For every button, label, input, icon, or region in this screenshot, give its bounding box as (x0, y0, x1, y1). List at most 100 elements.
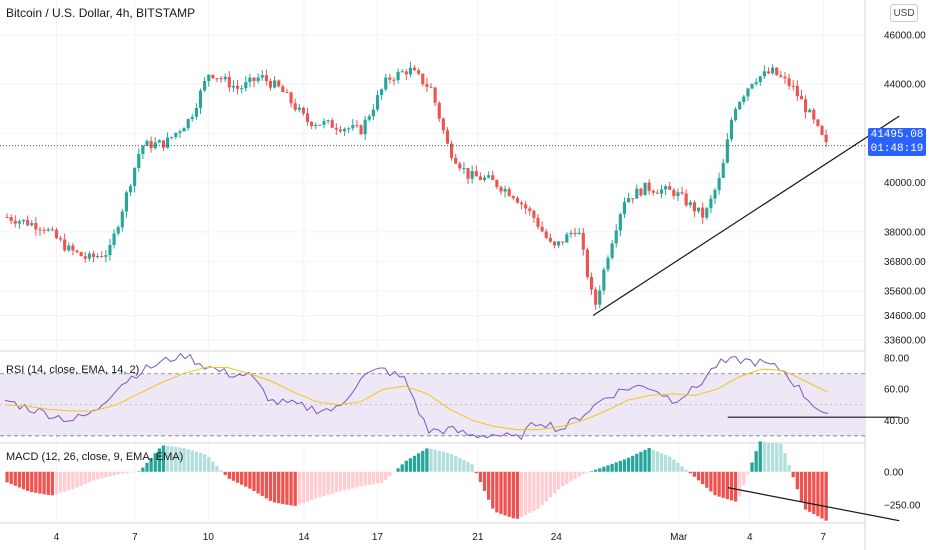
macd-histogram-bar (149, 458, 153, 472)
candle-body (367, 116, 371, 120)
candle-body (561, 241, 565, 243)
candle-body (83, 256, 87, 259)
macd-histogram-bar (186, 449, 190, 472)
macd-histogram-bar (478, 471, 483, 483)
macd-histogram-bar (145, 462, 149, 472)
macd-histogram-bar (297, 471, 301, 505)
candle-body (577, 232, 581, 235)
macd-histogram-bar (42, 471, 46, 495)
macd-histogram-bar (799, 471, 804, 502)
macd-histogram-bar (532, 471, 536, 511)
candle-body (347, 128, 351, 130)
candle-body (116, 227, 120, 234)
candle-body (754, 82, 758, 84)
candle-body (182, 128, 186, 132)
candle-body (536, 217, 540, 227)
macd-histogram-bar (602, 466, 606, 472)
macd-histogram-bar (672, 459, 676, 472)
macd-histogram-bar (305, 471, 310, 502)
macd-histogram-bar (449, 454, 454, 472)
candle-body (128, 186, 133, 193)
macd-histogram-bar (622, 459, 627, 472)
macd-histogram-bar (762, 441, 767, 472)
candle-body (771, 67, 775, 74)
candle-body (639, 188, 643, 196)
macd-histogram-bar (194, 451, 199, 472)
macd-histogram-bar (153, 453, 157, 472)
macd-histogram-bar (565, 471, 569, 484)
macd-histogram-bar (425, 448, 429, 472)
macd-histogram-bar (598, 468, 602, 472)
time-tick-label: 21 (472, 532, 484, 543)
macd-histogram-bar (816, 471, 820, 517)
time-tick-label: 10 (203, 532, 215, 543)
time-tick-label: 4 (54, 532, 60, 543)
candle-body (664, 186, 668, 190)
candle-body (824, 134, 828, 143)
macd-histogram-bar (474, 471, 478, 474)
candle-body (581, 232, 585, 250)
macd-histogram-bar (647, 448, 651, 472)
macd-histogram-bar (87, 471, 92, 483)
rsi-label: RSI (14, close, EMA, 14, 2) (6, 364, 140, 376)
rsi-pane[interactable] (0, 352, 900, 441)
price-tick-label: 33600.00 (884, 336, 926, 347)
macd-histogram-bar (725, 471, 730, 500)
macd-histogram-bar (486, 471, 491, 500)
candle-body (474, 171, 478, 177)
macd-pane[interactable] (5, 441, 900, 522)
candle-body (277, 80, 281, 87)
candle-body (244, 82, 248, 89)
macd-histogram-bar (108, 471, 112, 477)
macd-histogram-bar (67, 471, 71, 491)
macd-histogram-bar (326, 471, 330, 495)
price-axis[interactable]: 46000.0044000.0042000.0040000.0038000.00… (884, 30, 926, 511)
candle-body (803, 99, 808, 113)
candle-body (614, 230, 618, 244)
candle-body (766, 71, 771, 74)
macd-histogram-bar (820, 471, 824, 519)
candle-body (215, 78, 219, 80)
candle-body (240, 88, 244, 90)
time-axis[interactable]: 4 7 10 14 17 21 24 Mar 4 7 (54, 532, 827, 543)
macd-histogram-bar (334, 471, 338, 493)
macd-histogram-bar (680, 466, 684, 472)
candle-body (425, 84, 429, 87)
macd-histogram-bar (750, 462, 754, 472)
macd-histogram-bar (157, 448, 161, 472)
candle-body (606, 258, 610, 270)
macd-histogram-bar (552, 471, 557, 494)
macd-histogram-bar (268, 471, 273, 501)
candle-body (384, 77, 388, 90)
candle-body (289, 92, 293, 104)
macd-histogram-bar (626, 457, 631, 472)
candle-body (742, 96, 746, 102)
macd-histogram-bar (30, 471, 34, 493)
price-tick-label: 46000.00 (884, 30, 926, 41)
macd-divergence-line (727, 487, 900, 522)
macd-histogram-bar (783, 453, 787, 472)
price-pane[interactable] (0, 61, 900, 317)
macd-histogram-bar (211, 461, 215, 472)
macd-histogram-bar (561, 471, 565, 487)
macd-histogram-bar (161, 445, 166, 472)
macd-histogram-bar (330, 471, 334, 494)
candle-body (268, 80, 273, 88)
price-tick-label: 36800.00 (884, 257, 926, 268)
macd-histogram-bar (705, 471, 709, 488)
macd-histogram-bar (417, 453, 421, 472)
macd-histogram-bar (322, 471, 326, 497)
candle-body (598, 290, 602, 305)
candle-body (589, 276, 594, 290)
macd-histogram-bar (787, 465, 791, 472)
candle-body (758, 76, 762, 83)
candle-body (779, 75, 783, 77)
candle-body (137, 153, 141, 168)
currency-button[interactable]: USD (890, 4, 918, 22)
macd-histogram-bar (9, 471, 13, 485)
time-tick-label: 24 (551, 532, 563, 543)
candle-body (231, 85, 236, 88)
candle-body (594, 289, 598, 305)
candle-body (795, 85, 799, 97)
